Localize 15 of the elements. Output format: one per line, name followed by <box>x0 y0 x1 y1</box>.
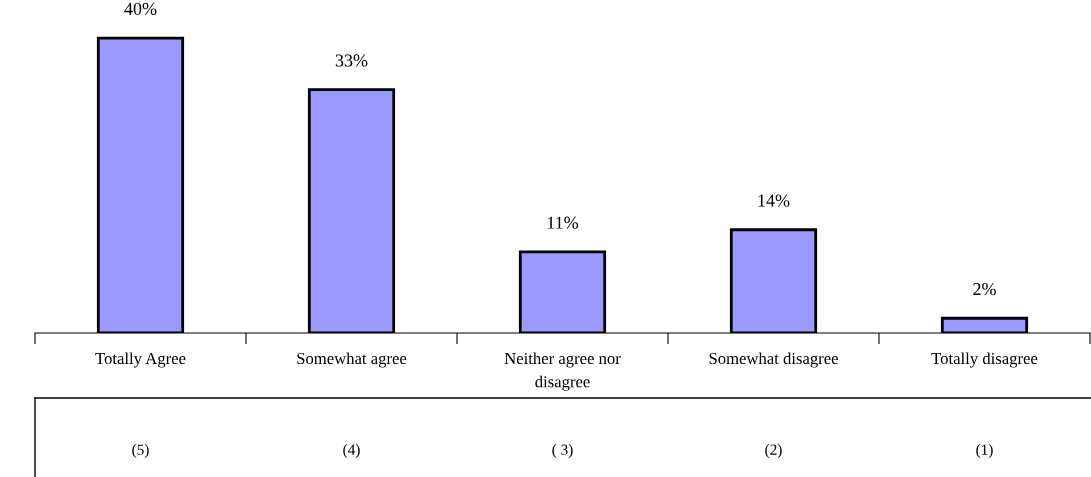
data-label: 2% <box>973 282 996 296</box>
data-label: 40% <box>124 2 157 15</box>
data-label: 11% <box>547 216 579 229</box>
x-tick-label: Somewhat agree <box>297 352 407 368</box>
x-tick-label: Neither agree nor disagree <box>504 352 621 391</box>
x-tick-label: Totally disagree <box>931 352 1038 368</box>
text: (5) <box>132 444 149 458</box>
text: ( 3) <box>552 444 573 458</box>
data-label: 14% <box>758 194 790 207</box>
x-tick-label: Totally Agree <box>95 352 186 368</box>
text: (4) <box>343 444 360 458</box>
text: (1) <box>976 444 993 458</box>
text: (2) <box>765 444 782 458</box>
data-label: 33% <box>335 54 368 67</box>
x-tick-label: Somewhat disagree <box>709 352 838 368</box>
